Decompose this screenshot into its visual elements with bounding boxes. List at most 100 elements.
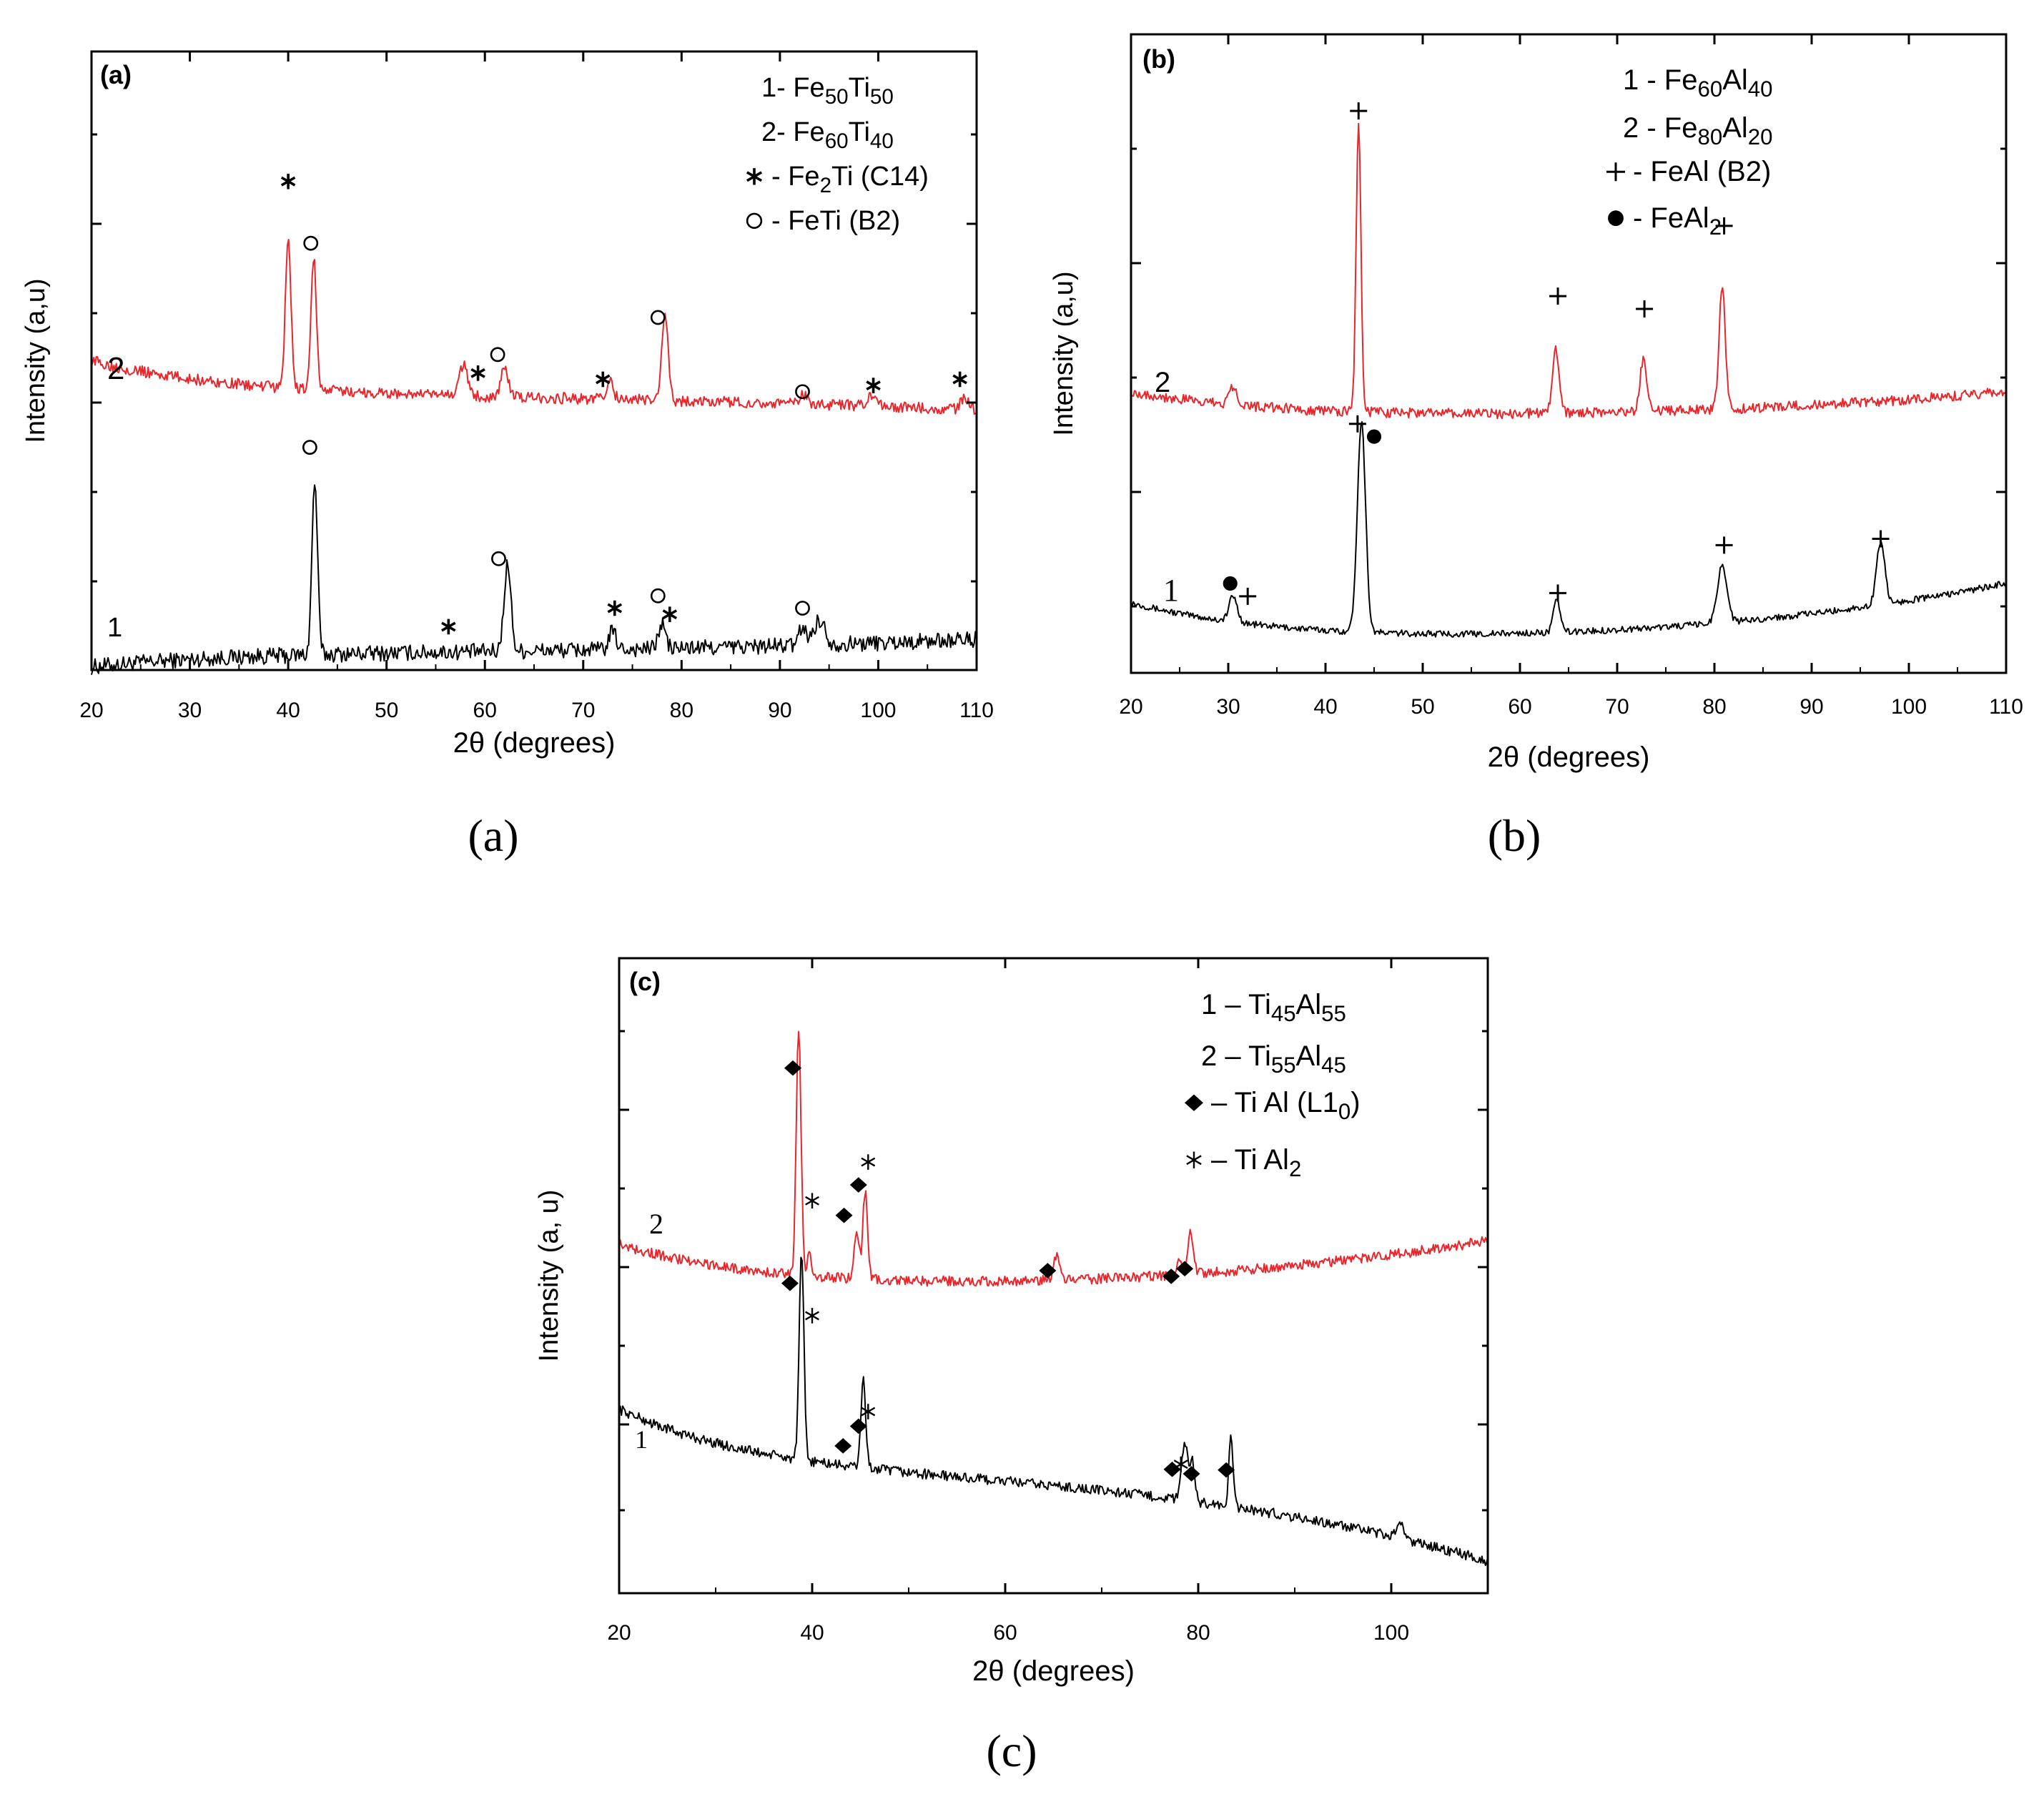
legend-asterisk-icon (746, 168, 763, 185)
series-1-line (618, 1256, 1488, 1567)
asterisk-peak-marker (470, 365, 485, 381)
y-axis-label: Intensity (a,u) (21, 278, 51, 443)
asterisk-peak-marker (596, 371, 611, 388)
legend-circle-icon (746, 212, 763, 230)
circle-peak-marker (302, 440, 317, 456)
x-tick-label: 100 (860, 699, 896, 722)
series-2-label: 2 (1155, 367, 1170, 398)
x-tick-label: 30 (1216, 695, 1240, 719)
plus-peak-marker (1715, 536, 1733, 554)
panel-a: 1 2 20 30 40 50 60 70 80 90 100 110 2θ (degrees) Inte… (21, 50, 994, 861)
legend-dot-icon (1608, 210, 1624, 227)
circle-peak-marker (490, 347, 505, 363)
asterisk-peak-marker (866, 378, 881, 393)
panel-caption: (b) (1488, 810, 1541, 861)
x-tick-label: 20 (1119, 695, 1142, 719)
legend-entry-2: 2- Fe60Ti40 (761, 117, 894, 153)
x-tick-label: 100 (1373, 1621, 1409, 1645)
asterisk-peak-marker (662, 606, 678, 622)
x-tick-label: 90 (768, 699, 791, 722)
asterisk-peak-marker (441, 619, 456, 635)
diamond-peak-marker (849, 1177, 867, 1193)
legend-entry-4: – Ti Al2 (1211, 1144, 1301, 1181)
panel-tag: (a) (100, 60, 132, 89)
circle-peak-marker (303, 235, 319, 251)
legend-entry-3: – Ti Al (L10) (1211, 1087, 1361, 1124)
asterisk-peak-marker (952, 371, 967, 388)
circle-peak-marker (795, 601, 810, 616)
x-tick-label: 80 (1186, 1621, 1210, 1645)
legend-entry-4: - FeTi (B2) (771, 206, 900, 236)
star-peak-marker (861, 1154, 876, 1170)
x-axis-label: 2θ (degrees) (1488, 742, 1650, 773)
legend-entry-4: - FeAl2 (1633, 202, 1722, 240)
legend-entry-1: 1 – Ti45Al55 (1201, 989, 1346, 1026)
diamond-peak-marker (835, 1207, 853, 1223)
diamond-peak-marker (1218, 1462, 1235, 1478)
series-1-line (91, 484, 977, 675)
series-2-label: 2 (107, 351, 124, 386)
plus-peak-marker (1549, 584, 1567, 602)
series-1-label: 1 (1163, 573, 1179, 608)
panel-c: 1 2 20 40 60 80 100 2θ (degrees) Intensity (a, u… (534, 957, 1489, 1776)
plus-peak-marker (1348, 415, 1366, 433)
x-tick-label: 110 (1989, 695, 2023, 719)
legend-diamond-icon (1185, 1094, 1203, 1111)
x-tick-label: 80 (670, 699, 693, 722)
x-tick-label: 80 (1702, 695, 1726, 719)
diamond-peak-marker (784, 1060, 801, 1076)
x-tick-label: 110 (959, 699, 994, 722)
star-peak-marker (805, 1193, 819, 1209)
circle-peak-marker (650, 588, 666, 604)
asterisk-peak-marker (280, 173, 296, 189)
plus-peak-marker (1350, 102, 1368, 120)
x-tick-label: 60 (1508, 695, 1531, 719)
x-tick-label: 40 (800, 1621, 824, 1645)
plus-peak-marker (1872, 530, 1890, 548)
diamond-peak-marker (1039, 1263, 1057, 1279)
asterisk-peak-marker (607, 600, 623, 616)
x-tick-label: 90 (1799, 695, 1823, 719)
plus-peak-marker (1636, 300, 1654, 317)
legend-entry-2: 2 – Ti55Al45 (1201, 1040, 1346, 1078)
panel-b: 1 2 20 30 40 50 60 70 80 90 100 110 2θ (degrees) Inte… (1049, 33, 2023, 861)
series-1-line (1130, 420, 2007, 638)
x-tick-label: 50 (375, 699, 398, 722)
diamond-peak-marker (1163, 1462, 1181, 1477)
y-axis-label: Intensity (a,u) (1049, 271, 1079, 435)
plus-peak-marker (1549, 287, 1567, 305)
circle-peak-marker (491, 551, 506, 566)
x-tick-label: 20 (79, 699, 103, 722)
diamond-peak-marker (849, 1418, 867, 1434)
legend-star-icon (1186, 1151, 1202, 1168)
legend-entry-3: - Fe2Ti (C14) (771, 162, 929, 197)
x-tick-label: 60 (473, 699, 497, 722)
diamond-peak-marker (781, 1275, 799, 1291)
x-tick-label: 60 (993, 1621, 1017, 1645)
x-tick-label: 70 (571, 699, 595, 722)
x-tick-label: 20 (607, 1621, 631, 1645)
series-1-label: 1 (107, 613, 122, 643)
x-tick-label: 50 (1411, 695, 1434, 719)
series-2-line (1130, 122, 2007, 420)
x-tick-label: 40 (1313, 695, 1337, 719)
diamond-peak-marker (1176, 1261, 1194, 1277)
legend-entry-3: - FeAl (B2) (1633, 156, 1771, 187)
circle-peak-marker (795, 384, 810, 400)
y-axis-label: Intensity (a, u) (534, 1190, 564, 1362)
series-2-label: 2 (649, 1208, 663, 1240)
x-tick-label: 70 (1605, 695, 1629, 719)
legend-entry-1: 1 - Fe60Al40 (1623, 64, 1772, 102)
panel-caption: (a) (468, 810, 518, 861)
x-tick-label: 100 (1891, 695, 1927, 719)
x-axis-label: 2θ (degrees) (972, 1655, 1135, 1687)
plus-peak-marker (1715, 217, 1733, 235)
legend-plus-icon (1606, 162, 1625, 182)
panel-tag: (c) (629, 967, 661, 996)
diamond-peak-marker (1183, 1466, 1200, 1482)
series-1-label: 1 (635, 1425, 648, 1454)
series-2-line (91, 239, 977, 415)
star-peak-marker (805, 1308, 819, 1324)
circle-peak-marker (650, 310, 666, 325)
